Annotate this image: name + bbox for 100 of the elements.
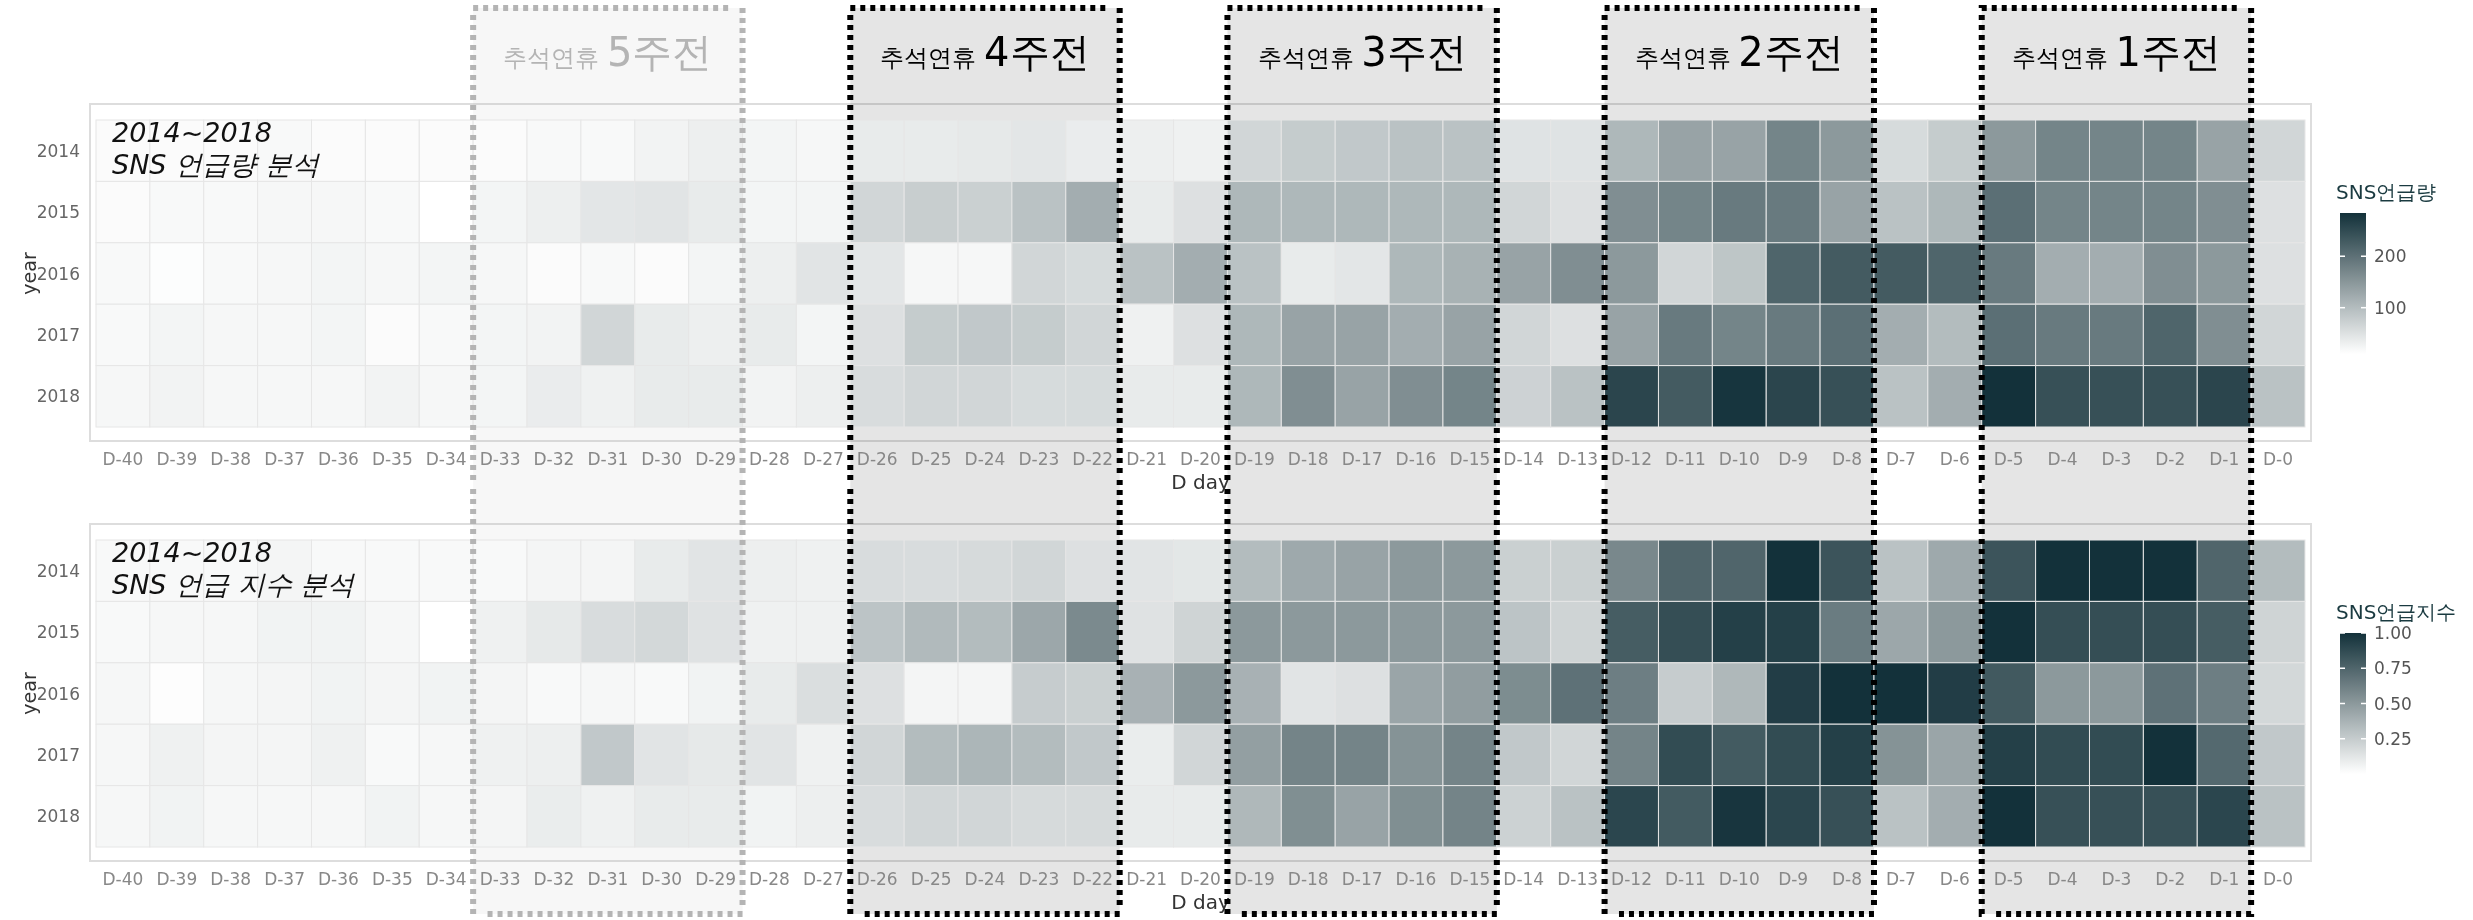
x-tick-label: D-28	[749, 869, 790, 889]
x-tick-label: D-40	[102, 449, 144, 469]
x-tick-label: D-4	[2047, 869, 2078, 889]
x-tick-label: D-25	[910, 869, 952, 889]
band-label: 추석연휴 3주전	[1257, 29, 1467, 75]
band-label: 추석연휴 4주전	[880, 29, 1090, 75]
x-tick-label: D-9	[1778, 449, 1809, 469]
x-tick-label: D-32	[533, 869, 575, 889]
x-tick-label: D-8	[1832, 449, 1863, 469]
x-tick-label: D-38	[210, 449, 252, 469]
y-tick-label: 2015	[36, 202, 80, 223]
x-tick-label: D-7	[1885, 449, 1916, 469]
y-tick-label: 2017	[36, 324, 80, 345]
x-tick-label: D-35	[371, 449, 413, 469]
x-tick-label: D-18	[1287, 449, 1329, 469]
color-bar-title: SNS언급지수	[2336, 600, 2457, 624]
x-tick-label: D-27	[802, 449, 844, 469]
x-tick-label: D-3	[2101, 869, 2132, 889]
x-tick-label: D-5	[1993, 869, 2024, 889]
x-tick-label: D-20	[1180, 869, 1221, 889]
x-tick-label: D-19	[1233, 869, 1275, 889]
x-tick-label: D-5	[1993, 449, 2024, 469]
x-tick-label: D-37	[264, 869, 305, 889]
x-tick-label: D-17	[1341, 449, 1383, 469]
color-bar-label: 0.25	[2374, 728, 2412, 749]
x-tick-label: D-29	[695, 869, 737, 889]
y-tick-label: 2018	[36, 806, 80, 827]
x-tick-label: D-13	[1557, 869, 1599, 889]
x-tick-label: D-39	[156, 869, 198, 889]
x-tick-label: D-35	[371, 869, 413, 889]
x-tick-label: D-23	[1018, 449, 1060, 469]
x-tick-label: D-36	[318, 869, 359, 889]
x-tick-label: D-1	[2209, 449, 2240, 469]
color-bar-title: SNS언급량	[2336, 180, 2437, 204]
x-tick-label: D-0	[2263, 449, 2294, 469]
x-tick-label: D-0	[2263, 869, 2294, 889]
x-tick-label: D-34	[425, 869, 467, 889]
x-tick-label: D-38	[210, 869, 252, 889]
x-tick-label: D-27	[802, 869, 844, 889]
x-tick-label: D-39	[156, 449, 198, 469]
x-tick-label: D-13	[1557, 449, 1599, 469]
x-tick-label: D-2	[2155, 449, 2186, 469]
x-tick-label: D-12	[1611, 869, 1652, 889]
x-tick-label: D-21	[1126, 869, 1168, 889]
band-label: 추석연휴 2주전	[1634, 29, 1844, 75]
x-tick-label: D-33	[479, 449, 521, 469]
x-tick-label: D-16	[1395, 869, 1437, 889]
x-tick-label: D-32	[533, 449, 575, 469]
x-tick-label: D-34	[425, 449, 467, 469]
band-label: 추석연휴 1주전	[2011, 29, 2221, 75]
x-tick-label: D-23	[1018, 869, 1060, 889]
x-tick-label: D-40	[102, 869, 144, 889]
color-bar-label: 200	[2374, 246, 2407, 267]
x-tick-label: D-21	[1126, 449, 1168, 469]
x-tick-label: D-2	[2155, 869, 2186, 889]
annotation: 2014~2018 SNS 언급 지수 분석	[112, 537, 356, 600]
x-tick-label: D-11	[1664, 869, 1706, 889]
x-tick-label: D-16	[1395, 449, 1437, 469]
x-tick-label: D-24	[964, 449, 1006, 469]
x-tick-label: D-25	[910, 449, 952, 469]
color-bar-label: 0.50	[2374, 693, 2412, 714]
annotation: 2014~2018 SNS 언급량 분석	[112, 117, 320, 180]
x-tick-label: D-12	[1611, 449, 1652, 469]
x-tick-label: D-14	[1503, 449, 1545, 469]
x-tick-label: D-31	[587, 869, 629, 889]
x-tick-label: D-15	[1449, 869, 1491, 889]
x-tick-label: D-24	[964, 869, 1006, 889]
band-label: 추석연휴 5주전	[503, 29, 713, 75]
x-tick-label: D-28	[749, 449, 790, 469]
x-tick-label: D-10	[1718, 449, 1760, 469]
x-tick-label: D-1	[2209, 869, 2240, 889]
x-tick-label: D-18	[1287, 869, 1329, 889]
x-tick-label: D-37	[264, 449, 305, 469]
x-tick-label: D-33	[479, 869, 521, 889]
x-axis-title: D day	[1171, 470, 1230, 494]
x-tick-label: D-11	[1664, 449, 1706, 469]
x-tick-label: D-6	[1939, 869, 1970, 889]
x-tick-label: D-14	[1503, 869, 1545, 889]
x-tick-label: D-26	[856, 869, 898, 889]
x-tick-label: D-31	[587, 449, 629, 469]
y-tick-label: 2014	[36, 140, 80, 161]
x-tick-label: D-19	[1233, 449, 1275, 469]
y-tick-label: 2015	[36, 622, 80, 643]
x-tick-label: D-7	[1885, 869, 1916, 889]
x-tick-label: D-29	[695, 449, 737, 469]
x-tick-label: D-8	[1832, 869, 1863, 889]
x-tick-label: D-9	[1778, 869, 1809, 889]
x-tick-label: D-4	[2047, 449, 2078, 469]
x-tick-label: D-30	[641, 869, 683, 889]
x-tick-label: D-20	[1180, 449, 1221, 469]
x-tick-label: D-22	[1072, 449, 1114, 469]
x-tick-label: D-6	[1939, 449, 1970, 469]
x-tick-label: D-26	[856, 449, 898, 469]
x-tick-label: D-10	[1718, 869, 1760, 889]
x-tick-label: D-17	[1341, 869, 1383, 889]
x-tick-label: D-15	[1449, 449, 1491, 469]
x-tick-label: D-36	[318, 449, 359, 469]
x-tick-label: D-3	[2101, 449, 2132, 469]
color-bar-label: 0.75	[2374, 658, 2412, 679]
x-tick-label: D-22	[1072, 869, 1114, 889]
